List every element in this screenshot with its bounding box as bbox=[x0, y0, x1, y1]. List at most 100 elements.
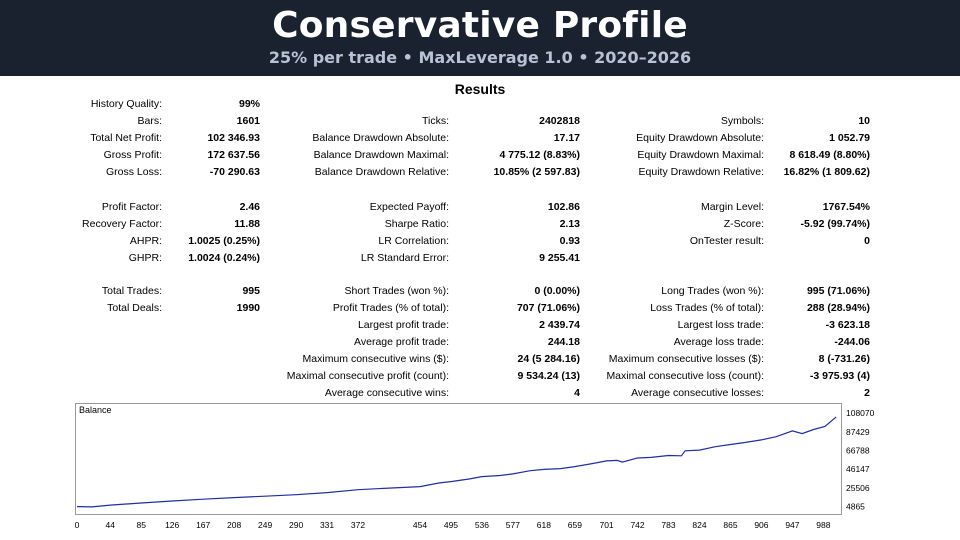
x-tick-label: 618 bbox=[537, 520, 551, 530]
x-tick-label: 947 bbox=[785, 520, 799, 530]
stat-label-recovery-factor: Recovery Factor: bbox=[82, 218, 162, 230]
stat-label-ontester-result: OnTester result: bbox=[689, 235, 764, 247]
stat-label-avg-consec-wins: Average consecutive wins: bbox=[324, 387, 449, 399]
stat-value-balance-dd-rel: 10.85% (2 597.83) bbox=[493, 166, 580, 178]
stat-value-avg-consec-losses: 2 bbox=[864, 387, 870, 399]
x-tick-label: 659 bbox=[568, 520, 582, 530]
title-banner: Conservative Profile 25% per trade • Max… bbox=[0, 0, 960, 76]
stat-label-ghpr: GHPR: bbox=[128, 252, 162, 264]
stat-value-max-consec-wins: 24 (5 284.16) bbox=[517, 353, 580, 365]
stat-value-recovery-factor: 11.88 bbox=[234, 218, 260, 230]
stat-label-symbols: Symbols: bbox=[720, 115, 764, 127]
x-tick-label: 0 bbox=[75, 520, 80, 530]
stat-label-loss-trades: Loss Trades (% of total): bbox=[650, 302, 764, 314]
balance-chart-title: Balance bbox=[79, 405, 112, 415]
stat-value-total-deals: 1990 bbox=[236, 302, 260, 314]
stat-value-maximal-consec-profit: 9 534.24 (13) bbox=[517, 370, 580, 382]
stat-value-ontester-result: 0 bbox=[864, 235, 870, 247]
stat-value-short-trades: 0 (0.00%) bbox=[534, 285, 580, 297]
stat-label-largest-profit: Largest profit trade: bbox=[357, 319, 449, 331]
stat-value-maximal-consec-loss: -3 975.93 (4) bbox=[809, 370, 870, 382]
stat-label-lr-correlation: LR Correlation: bbox=[378, 235, 449, 247]
stat-label-equity-dd-max: Equity Drawdown Maximal: bbox=[637, 149, 764, 161]
banner-title: Conservative Profile bbox=[272, 5, 688, 46]
stat-label-ahpr: AHPR: bbox=[129, 235, 162, 247]
stat-value-lr-std-error: 9 255.41 bbox=[539, 252, 580, 264]
stat-value-equity-dd-rel: 16.82% (1 809.62) bbox=[783, 166, 870, 178]
stat-value-long-trades: 995 (71.06%) bbox=[806, 285, 870, 297]
balance-series-line bbox=[76, 416, 837, 508]
stat-value-total-net-profit: 102 346.93 bbox=[207, 132, 260, 144]
x-tick-label: 44 bbox=[106, 520, 116, 530]
stat-label-largest-loss: Largest loss trade: bbox=[677, 319, 764, 331]
stat-value-bars: 1601 bbox=[236, 115, 260, 127]
stat-label-max-consec-losses: Maximum consecutive losses ($): bbox=[608, 353, 764, 365]
stat-value-profit-factor: 2.46 bbox=[239, 201, 260, 213]
stat-label-history-quality: History Quality: bbox=[90, 98, 162, 110]
stat-label-total-deals: Total Deals: bbox=[107, 302, 162, 314]
x-tick-label: 85 bbox=[136, 520, 146, 530]
x-tick-label: 536 bbox=[475, 520, 489, 530]
stat-value-margin-level: 1767.54% bbox=[822, 201, 870, 213]
stat-value-ticks: 2402818 bbox=[539, 115, 580, 127]
x-tick-label: 701 bbox=[599, 520, 613, 530]
y-tick-label: 66788 bbox=[846, 446, 870, 456]
stat-label-lr-std-error: LR Standard Error: bbox=[360, 252, 449, 264]
stat-label-margin-level: Margin Level: bbox=[700, 201, 764, 213]
y-tick-label: 108070 bbox=[846, 408, 875, 418]
stat-value-avg-consec-wins: 4 bbox=[574, 387, 580, 399]
x-tick-label: 454 bbox=[413, 520, 427, 530]
banner-subtitle: 25% per trade • MaxLeverage 1.0 • 2020–2… bbox=[268, 48, 692, 67]
stat-label-maximal-consec-profit: Maximal consecutive profit (count): bbox=[286, 370, 449, 382]
x-tick-label: 577 bbox=[506, 520, 520, 530]
x-tick-label: 290 bbox=[289, 520, 303, 530]
x-tick-label: 126 bbox=[165, 520, 179, 530]
stat-label-gross-profit: Gross Profit: bbox=[103, 149, 162, 161]
x-tick-label: 865 bbox=[723, 520, 737, 530]
x-tick-label: 783 bbox=[661, 520, 675, 530]
stat-value-total-trades: 995 bbox=[242, 285, 260, 297]
stat-label-avg-profit: Average profit trade: bbox=[354, 336, 449, 348]
stat-label-bars: Bars: bbox=[137, 115, 162, 127]
stat-label-equity-dd-abs: Equity Drawdown Absolute: bbox=[636, 132, 764, 144]
stat-value-avg-profit: 244.18 bbox=[547, 336, 580, 348]
stat-value-balance-dd-max: 4 775.12 (8.83%) bbox=[499, 149, 580, 161]
results-heading: Results bbox=[454, 81, 506, 97]
x-tick-label: 331 bbox=[320, 520, 334, 530]
stat-label-expected-payoff: Expected Payoff: bbox=[369, 201, 449, 213]
x-tick-label: 372 bbox=[351, 520, 365, 530]
stat-value-largest-loss: -3 623.18 bbox=[825, 319, 870, 331]
stat-value-avg-loss: -244.06 bbox=[834, 336, 870, 348]
stat-value-loss-trades: 288 (28.94%) bbox=[806, 302, 870, 314]
stat-label-avg-loss: Average loss trade: bbox=[673, 336, 764, 348]
stat-label-profit-factor: Profit Factor: bbox=[101, 201, 162, 213]
stat-value-largest-profit: 2 439.74 bbox=[539, 319, 580, 331]
stat-value-expected-payoff: 102.86 bbox=[547, 201, 580, 213]
x-tick-label: 167 bbox=[196, 520, 210, 530]
stat-label-ticks: Ticks: bbox=[421, 115, 449, 127]
x-tick-label: 824 bbox=[692, 520, 706, 530]
stat-value-max-consec-losses: 8 (-731.26) bbox=[818, 353, 870, 365]
x-tick-label: 742 bbox=[630, 520, 644, 530]
stat-value-sharpe-ratio: 2.13 bbox=[559, 218, 580, 230]
y-tick-label: 46147 bbox=[846, 464, 870, 474]
stat-label-equity-dd-rel: Equity Drawdown Relative: bbox=[638, 166, 764, 178]
stat-label-balance-dd-max: Balance Drawdown Maximal: bbox=[313, 149, 449, 161]
stat-label-avg-consec-losses: Average consecutive losses: bbox=[631, 387, 764, 399]
stat-label-short-trades: Short Trades (won %): bbox=[344, 285, 449, 297]
x-tick-label: 208 bbox=[227, 520, 241, 530]
stat-label-total-trades: Total Trades: bbox=[101, 285, 162, 297]
stat-value-lr-correlation: 0.93 bbox=[559, 235, 580, 247]
y-tick-label: 87429 bbox=[846, 427, 870, 437]
y-tick-label: 25506 bbox=[846, 483, 870, 493]
stat-label-profit-trades: Profit Trades (% of total): bbox=[332, 302, 449, 314]
y-tick-label: 4865 bbox=[846, 502, 865, 512]
stat-label-maximal-consec-loss: Maximal consecutive loss (count): bbox=[606, 370, 764, 382]
stat-label-sharpe-ratio: Sharpe Ratio: bbox=[384, 218, 449, 230]
stat-label-z-score: Z-Score: bbox=[723, 218, 764, 230]
stat-value-z-score: -5.92 (99.74%) bbox=[800, 218, 870, 230]
x-tick-label: 906 bbox=[754, 520, 768, 530]
stat-value-ghpr: 1.0024 (0.24%) bbox=[188, 252, 260, 264]
stat-value-profit-trades: 707 (71.06%) bbox=[516, 302, 580, 314]
